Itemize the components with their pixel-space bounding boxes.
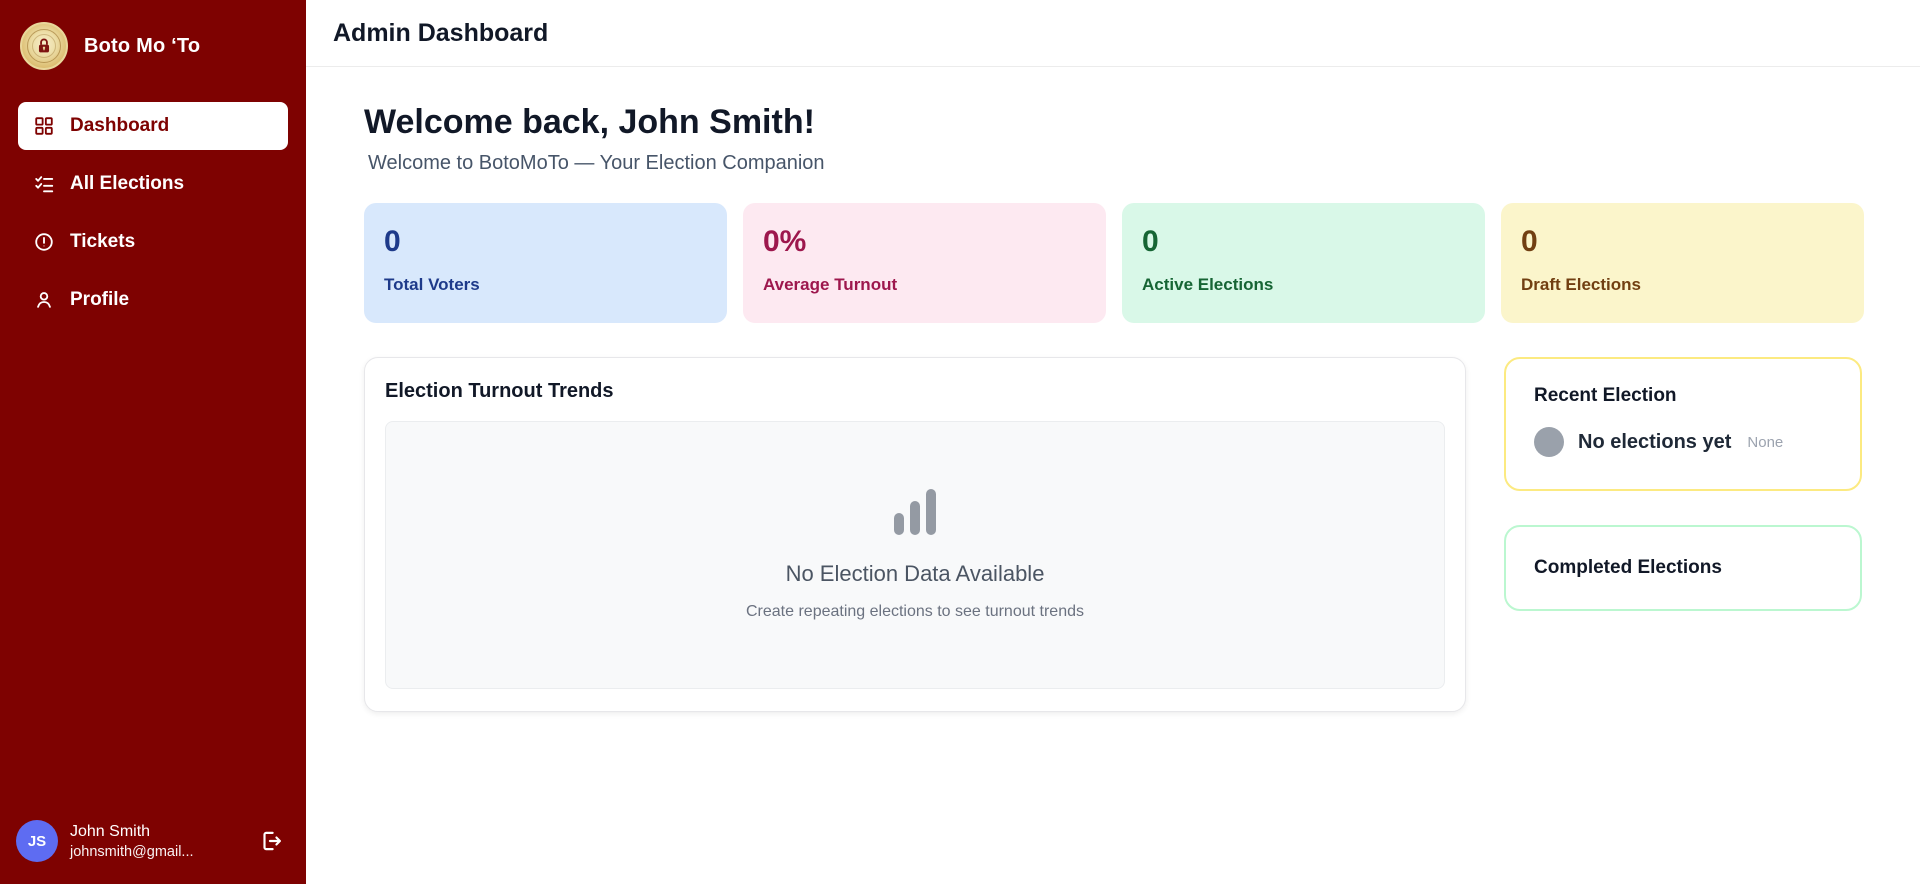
stat-label: Active Elections — [1142, 275, 1274, 294]
welcome-title: Welcome back, John Smith! — [364, 103, 815, 141]
recent-item-meta: None — [1747, 433, 1784, 451]
completed-elections-title: Completed Elections — [1534, 557, 1722, 578]
sidebar-nav: Dashboard All Elections — [0, 102, 306, 324]
stat-label: Average Turnout — [763, 275, 898, 294]
turnout-trends-panel: Election Turnout Trends No Election Data… — [364, 357, 1466, 712]
stat-card-total-voters: 0 Total Voters — [364, 203, 727, 323]
avatar: JS — [16, 820, 58, 862]
sidebar-item-tickets[interactable]: Tickets — [18, 218, 288, 266]
checklist-icon — [32, 172, 56, 196]
stats-row: 0 Total Voters 0% Average Turnout 0 Acti… — [364, 203, 1864, 323]
sidebar: Boto Mo ‘To Dashboard — [0, 0, 306, 884]
sidebar-item-label: Dashboard — [70, 115, 170, 136]
stat-label: Draft Elections — [1521, 275, 1641, 294]
side-column: Recent Election No elections yet None Co… — [1504, 357, 1862, 611]
person-icon — [32, 288, 56, 312]
stat-value: 0 — [384, 225, 401, 258]
stat-card-average-turnout: 0% Average Turnout — [743, 203, 1106, 323]
user-name: John Smith — [70, 822, 151, 840]
recent-item-title: No elections yet — [1578, 430, 1732, 453]
chart-title: Election Turnout Trends — [385, 380, 614, 402]
stat-value: 0 — [1142, 225, 1159, 258]
sidebar-spacer — [0, 324, 306, 804]
page-title: Admin Dashboard — [333, 18, 549, 47]
brand-name: Boto Mo ‘To — [84, 34, 201, 57]
chart-empty-state: No Election Data Available Create repeat… — [385, 421, 1445, 689]
recent-election-item: No elections yet None — [1534, 427, 1832, 457]
topbar: Admin Dashboard — [306, 0, 1920, 67]
sidebar-item-label: All Elections — [70, 173, 185, 194]
grid-icon — [32, 114, 56, 138]
recent-election-card: Recent Election No elections yet None — [1504, 357, 1862, 491]
stat-card-active-elections: 0 Active Elections — [1122, 203, 1485, 323]
alert-badge-icon — [32, 230, 56, 254]
main-area: Admin Dashboard Welcome back, John Smith… — [306, 0, 1920, 884]
lock-seal-icon — [20, 22, 68, 70]
lower-row: Election Turnout Trends No Election Data… — [364, 357, 1864, 712]
user-meta: John Smith johnsmith@gmail... — [70, 823, 244, 860]
stat-value: 0 — [1521, 225, 1538, 258]
sidebar-item-label: Profile — [70, 289, 130, 310]
brand: Boto Mo ‘To — [0, 0, 306, 88]
sidebar-item-dashboard[interactable]: Dashboard — [18, 102, 288, 150]
stat-card-draft-elections: 0 Draft Elections — [1501, 203, 1864, 323]
recent-election-title: Recent Election — [1534, 385, 1677, 406]
bar-chart-icon — [894, 489, 936, 535]
welcome-subtitle: Welcome to BotoMoTo — Your Election Comp… — [368, 152, 825, 174]
logout-icon — [263, 831, 281, 851]
chart-empty-title: No Election Data Available — [785, 561, 1045, 586]
sidebar-item-all-elections[interactable]: All Elections — [18, 160, 288, 208]
content: Welcome back, John Smith! Welcome to Bot… — [306, 67, 1920, 712]
chart-empty-subtitle: Create repeating elections to see turnou… — [746, 603, 1084, 620]
user-footer: JS John Smith johnsmith@gmail... — [0, 804, 306, 884]
logout-button[interactable] — [256, 826, 286, 856]
stat-value: 0% — [763, 225, 807, 258]
sidebar-item-profile[interactable]: Profile — [18, 276, 288, 324]
sidebar-item-label: Tickets — [70, 231, 136, 252]
user-email: johnsmith@gmail... — [70, 843, 194, 860]
stat-label: Total Voters — [384, 275, 480, 294]
election-placeholder-icon — [1534, 427, 1564, 457]
completed-elections-card: Completed Elections — [1504, 525, 1862, 611]
